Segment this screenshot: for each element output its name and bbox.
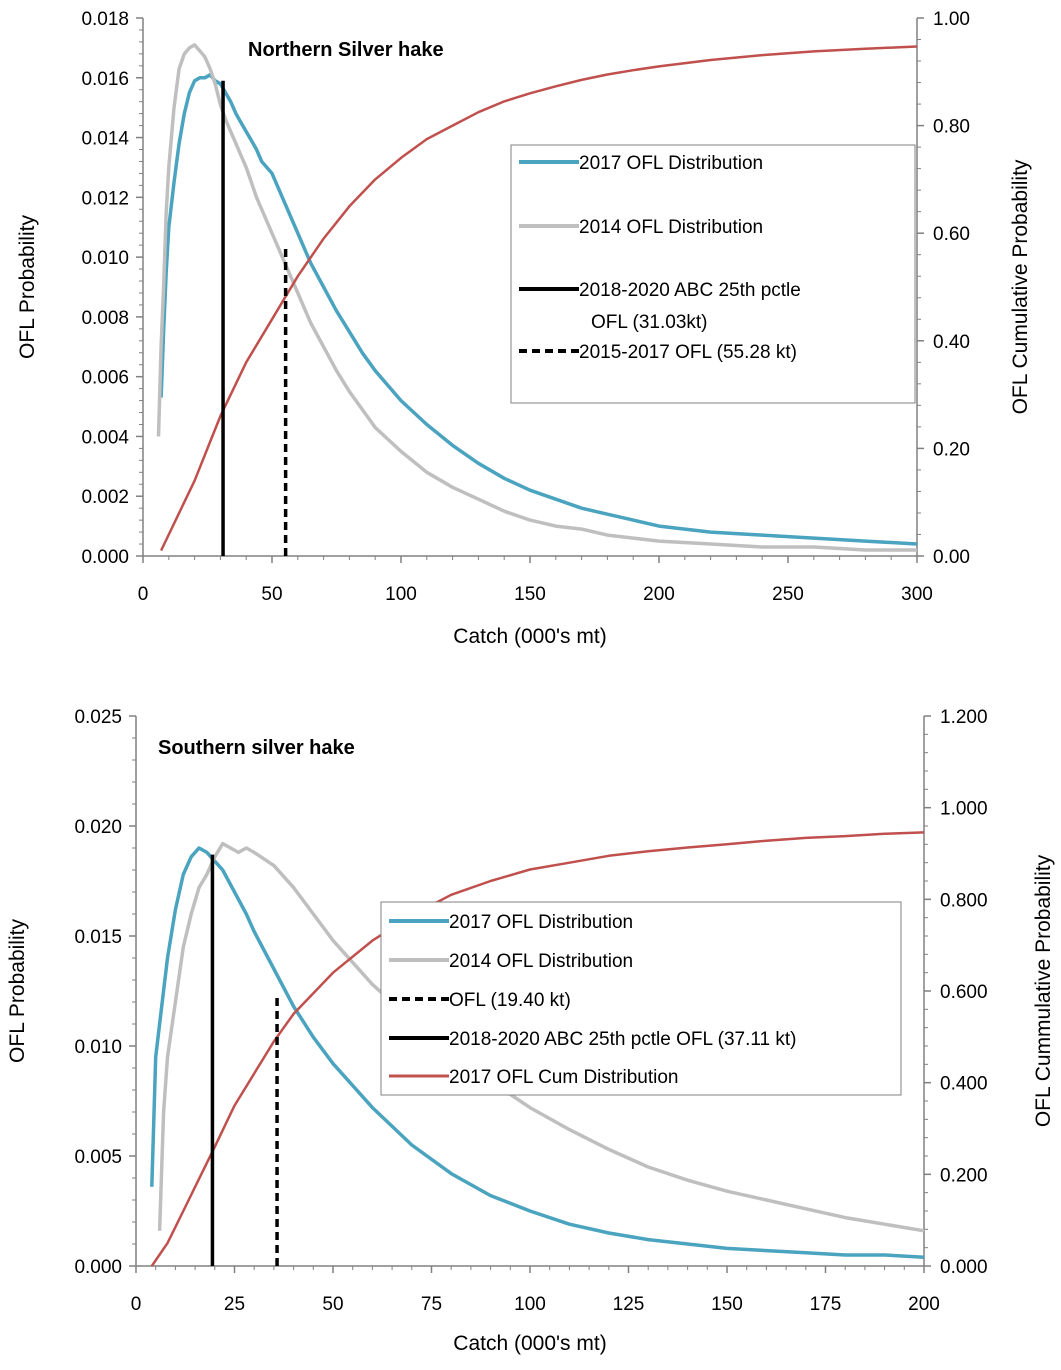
y-tick-label: 0.014 (81, 129, 129, 150)
y-tick-label: 0.020 (74, 817, 122, 838)
y2-tick-label: 0.800 (940, 890, 988, 911)
y2-axis-title: OFL Cummulative Probability (1032, 854, 1055, 1127)
y2-tick-label: 0.400 (940, 1074, 988, 1095)
y-tick-label: 0.005 (74, 1147, 122, 1168)
y-tick-label: 0.008 (81, 308, 129, 329)
x-axis-title: Catch (000's mt) (453, 625, 606, 648)
y-axis-title: OFL Probability (16, 215, 39, 359)
x-tick-label: 150 (711, 1294, 743, 1315)
y-axis-title: OFL Probability (6, 919, 29, 1063)
x-tick-label: 50 (322, 1294, 343, 1315)
y2-tick-label: 0.00 (933, 547, 970, 568)
x-tick-label: 50 (261, 584, 282, 605)
y-tick-label: 0.016 (81, 69, 129, 90)
legend-label: 2018-2020 ABC 25th pctle (579, 280, 801, 301)
y2-axis-title: OFL Cumulative Probability (1009, 159, 1032, 414)
x-tick-label: 150 (514, 584, 546, 605)
legend-label: 2014 OFL Distribution (449, 951, 633, 972)
series-line-gray (157, 841, 925, 1233)
y-tick-label: 0.004 (81, 427, 129, 448)
x-tick-label: 100 (514, 1294, 546, 1315)
chart-title: Southern silver hake (158, 737, 355, 759)
legend-label-line2: OFL (31.03kt) (591, 312, 708, 333)
southern-silver-hake-chart: 0.000 0.005 0.010 0.015 0.020 0.025 0.000 0.200… (6, 707, 1055, 1355)
x-tick-label: 125 (613, 1294, 645, 1315)
y2-tick-label: 0.80 (933, 117, 970, 138)
y2-tick-label: 0.20 (933, 439, 970, 460)
legend-label: 2017 OFL Distribution (579, 153, 763, 174)
series-line-blue (159, 73, 918, 546)
legend-label: OFL (19.40 kt) (449, 990, 571, 1011)
legend-label: 2014 OFL Distribution (579, 217, 763, 238)
legend-label: 2017 OFL Cum Distribution (449, 1067, 679, 1088)
y2-tick-label: 0.40 (933, 332, 970, 353)
legend-box (380, 901, 902, 1096)
y-tick-label: 0.018 (81, 9, 129, 30)
y2-tick-label: 1.200 (940, 707, 988, 728)
x-tick-label: 0 (138, 584, 149, 605)
y2-tick-label: 0.60 (933, 224, 970, 245)
chart-title: Northern Silver hake (248, 39, 444, 61)
x-tick-label: 200 (908, 1294, 940, 1315)
legend-label: 2018-2020 ABC 25th pctle OFL (37.11 kt) (449, 1029, 796, 1050)
series-line-blue (150, 846, 925, 1259)
x-tick-label: 200 (643, 584, 675, 605)
x-tick-label: 250 (772, 584, 804, 605)
y-tick-label: 0.010 (74, 1037, 122, 1058)
x-tick-label: 25 (224, 1294, 245, 1315)
y-tick-label: 0.000 (81, 547, 129, 568)
legend-box (510, 144, 916, 404)
y-tick-label: 0.000 (74, 1257, 122, 1278)
y2-tick-label: 0.200 (940, 1165, 988, 1186)
x-tick-label: 0 (131, 1294, 142, 1315)
x-tick-label: 300 (901, 584, 933, 605)
legend-label: 2015-2017 OFL (55.28 kt) (579, 342, 797, 363)
northern-silver-hake-chart: 0.0000.0020.0040.0060.0080.0100.0120.014… (16, 9, 1032, 648)
y2-tick-label: 0.000 (940, 1257, 988, 1278)
x-tick-label: 175 (810, 1294, 842, 1315)
legend: 2017 OFL Distribution 2014 OFL Distributi… (510, 144, 916, 404)
y2-tick-label: 0.600 (940, 982, 988, 1003)
series-line-cum (159, 45, 918, 552)
y-tick-label: 0.010 (81, 248, 129, 269)
series-line-cum (150, 831, 925, 1267)
y-tick-label: 0.012 (81, 188, 129, 209)
series-line-gray (156, 43, 917, 552)
y-tick-label: 0.006 (81, 368, 129, 389)
y-tick-label: 0.002 (81, 487, 129, 508)
y-tick-label: 0.025 (74, 707, 122, 728)
x-tick-label: 100 (385, 584, 417, 605)
x-axis-title: Catch (000's mt) (453, 1332, 606, 1355)
legend: 2017 OFL Distribution 2014 OFL Distributi… (380, 901, 902, 1096)
x-tick-label: 75 (421, 1294, 442, 1315)
y2-tick-label: 1.00 (933, 9, 970, 30)
y-tick-label: 0.015 (74, 927, 122, 948)
legend-label: 2017 OFL Distribution (449, 912, 633, 933)
y2-tick-label: 1.000 (940, 799, 988, 820)
